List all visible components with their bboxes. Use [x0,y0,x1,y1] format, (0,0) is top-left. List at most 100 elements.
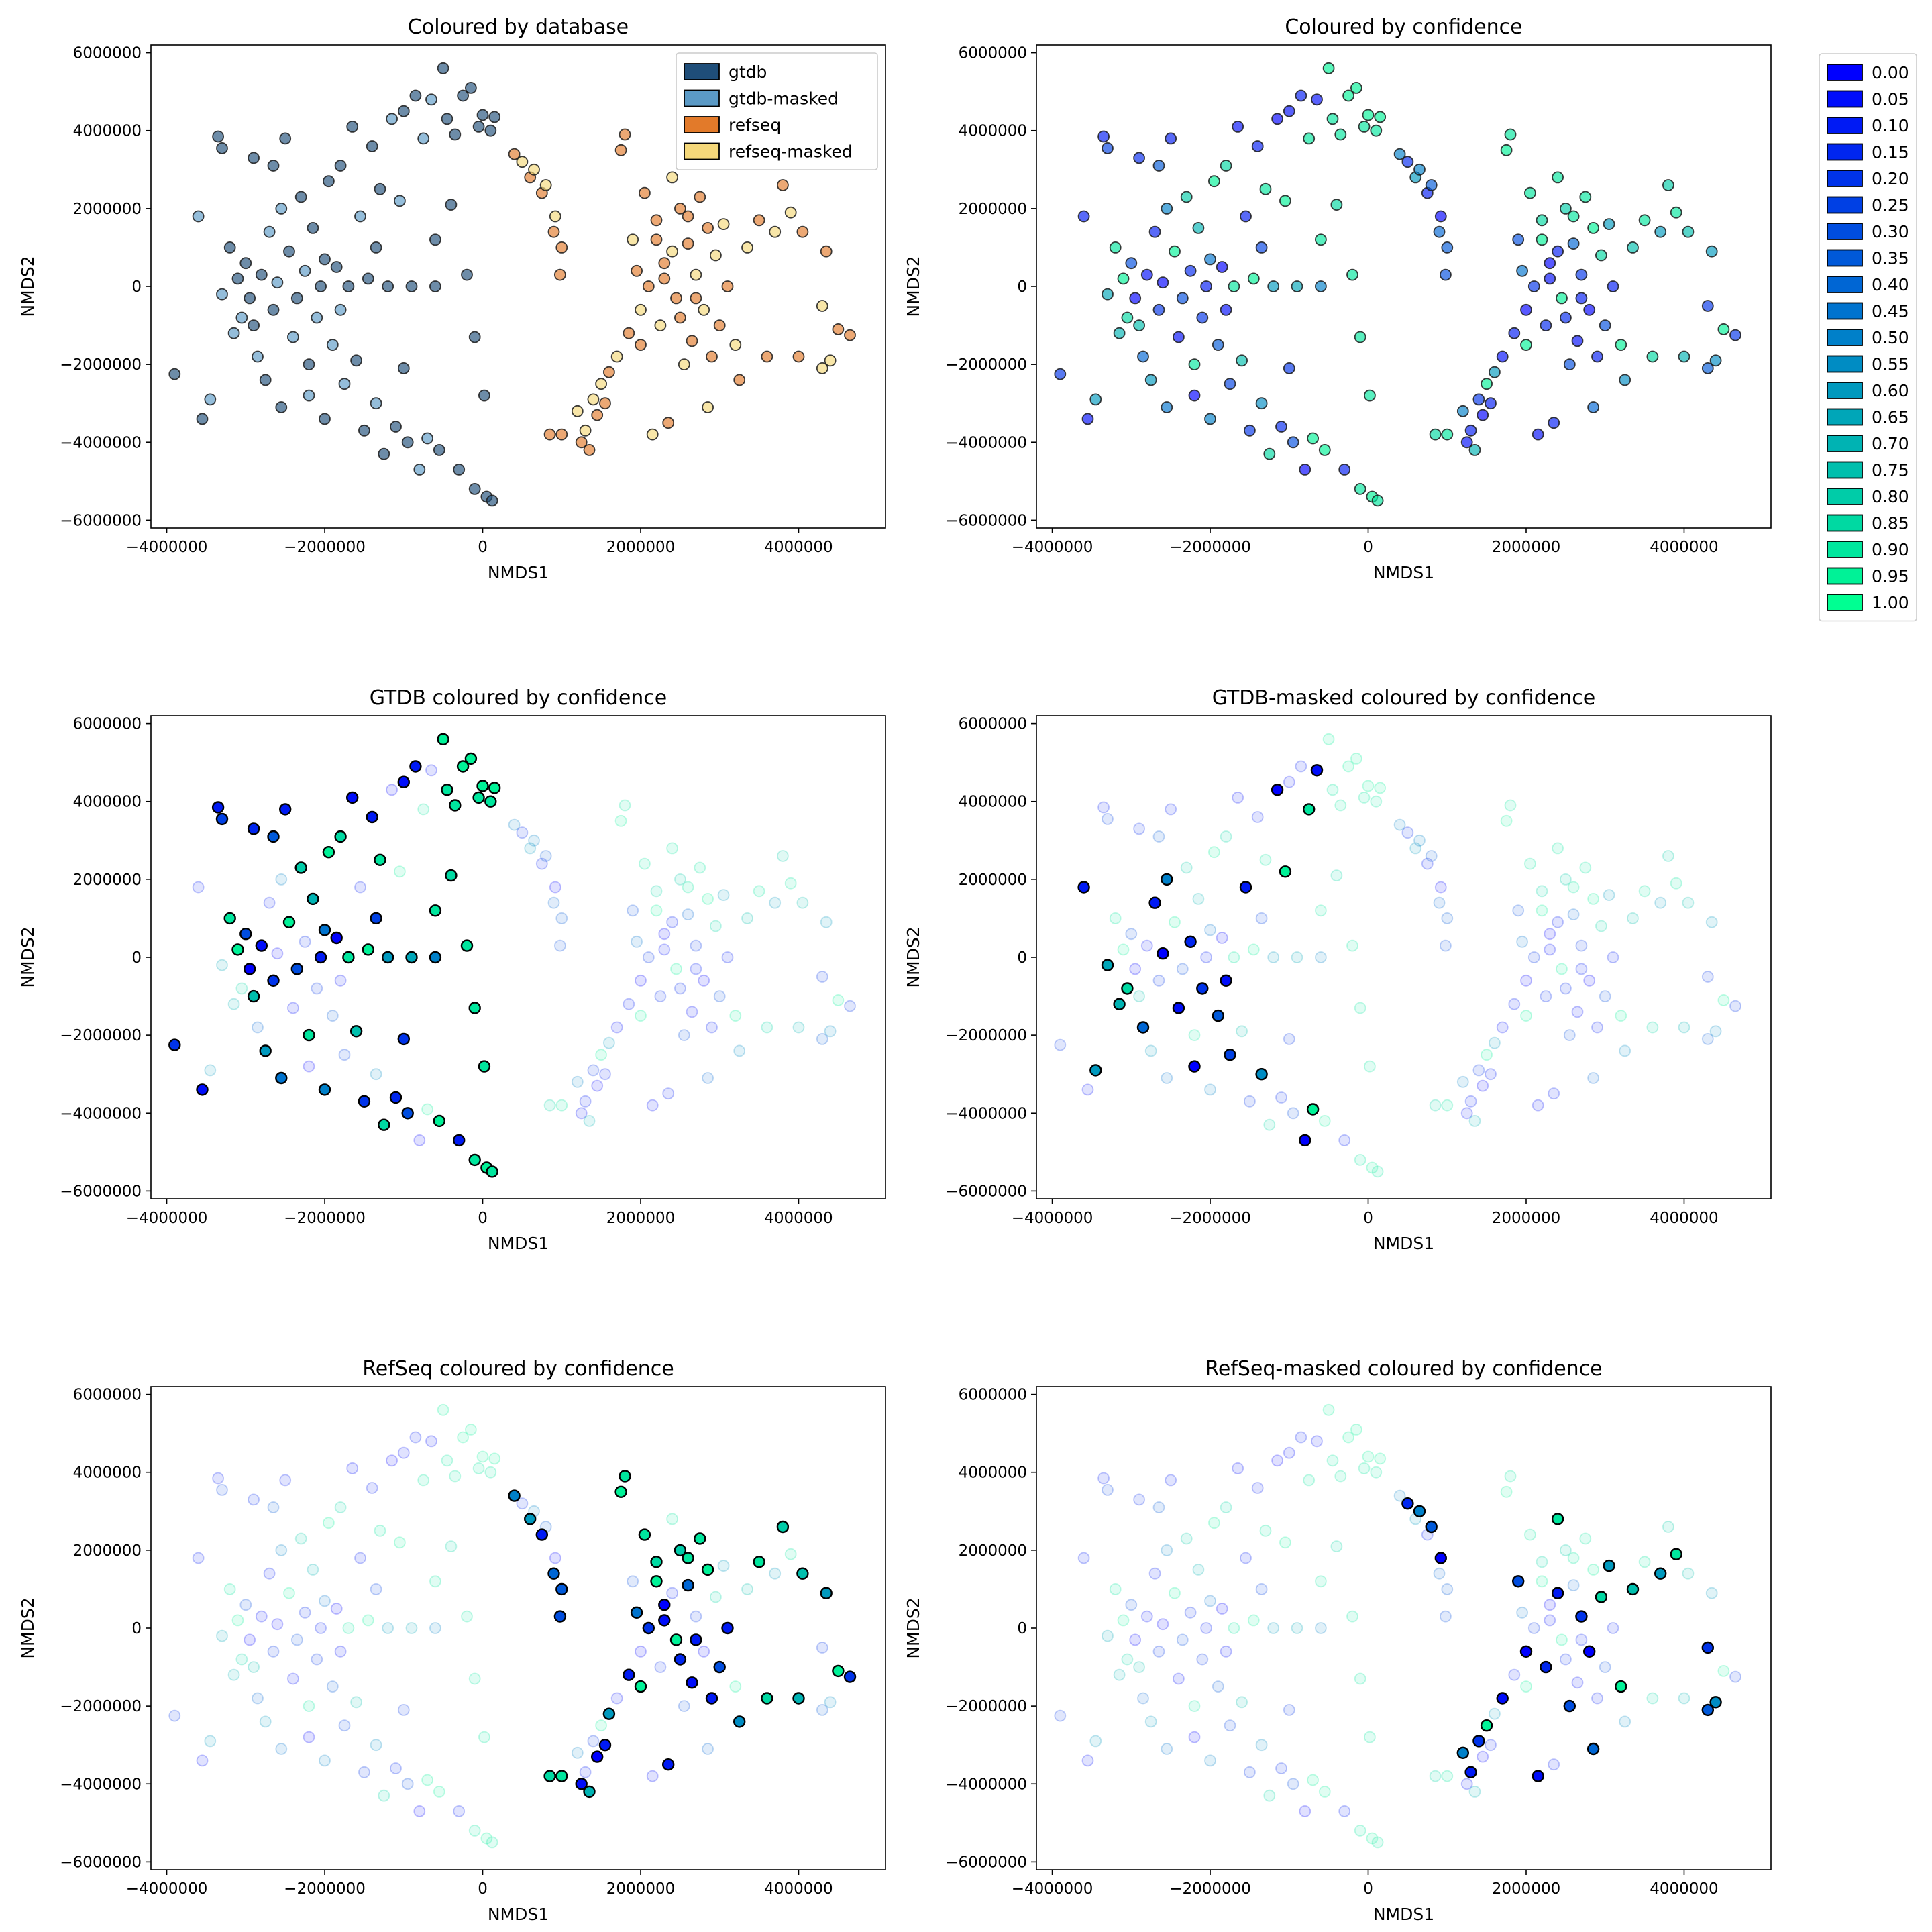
scatter-point [1441,912,1454,924]
scatter-point [362,943,374,956]
x-tick-label: 0 [478,1880,488,1898]
scatter-point [1548,1758,1560,1771]
scatter-point [437,1403,449,1416]
scatter-point [378,1789,390,1802]
scatter-point [690,1633,702,1646]
scatter-point [1338,1805,1351,1817]
scatter-point [216,1629,228,1642]
scatter-point [1109,241,1122,254]
scatter-point [1591,1692,1603,1705]
scatter-point [1220,974,1232,987]
scatter-point [486,494,498,507]
scatter-point [1125,257,1138,270]
scatter-point [1240,210,1252,223]
scatter-point [1626,1582,1640,1596]
scatter-point [441,1454,453,1467]
legend-label: 0.65 [1872,408,1909,427]
scatter-point [619,1470,631,1483]
scatter-point [318,924,331,936]
scatter-point [694,861,706,874]
scatter-point [1504,799,1517,812]
scatter-point [1366,1832,1379,1845]
scatter-point [1701,1033,1714,1045]
scatter-point [1500,1485,1513,1498]
scatter-point [1358,120,1371,133]
scatter-point [769,1567,782,1580]
scatter-point [476,109,489,121]
scatter-point [334,830,347,843]
scatter-point [314,951,327,964]
scatter-point [820,916,833,928]
scatter-point [1358,1462,1371,1474]
scatter-point [1682,896,1695,909]
scatter-point [1374,111,1387,123]
scatter-point [449,1470,462,1483]
scatter-point [1228,280,1240,292]
scatter-point [1109,912,1122,924]
scatter-point [330,931,343,945]
scatter-point [595,1049,607,1061]
scatter-point [1362,780,1375,792]
scatter-point [417,1474,430,1487]
scatter-point [555,241,568,254]
x-axis-label: NMDS1 [488,1234,549,1253]
scatter-point [429,233,441,246]
scatter-point [358,1766,370,1778]
x-tick-label: −4000000 [126,539,208,556]
scatter-point [1413,1505,1426,1518]
scatter-point [472,1462,485,1474]
y-axis-label: NMDS2 [904,1597,923,1658]
scatter-point [816,1642,828,1654]
scatter-point [1439,939,1452,952]
panel-title: GTDB coloured by confidence [370,686,667,710]
scatter-point [484,1466,497,1479]
scatter-point [227,1668,240,1681]
scatter-point [1582,1645,1596,1658]
scatter-point [1212,1680,1224,1693]
scatter-point [666,171,678,184]
scatter-point [342,1622,355,1634]
scatter-point [1113,327,1126,339]
scatter-point [1615,339,1627,351]
scatter-point [1224,378,1236,390]
scatter-point [1267,1622,1280,1634]
panel-2: −4000000 −2000000 0 2000000 4000000 −6000000 −… [904,15,1917,622]
scatter-point [1081,1754,1094,1767]
y-tick-label: 0 [1017,278,1027,296]
x-tick-label: −4000000 [1012,1880,1093,1898]
scatter-point [1165,132,1177,145]
scatter-point [741,912,753,924]
scatter-point [271,276,284,289]
scatter-point [587,1064,600,1077]
scatter-point [575,1778,588,1790]
scatter-point [571,1075,584,1088]
scatter-point [1315,904,1327,917]
scatter-point [370,1739,382,1752]
scatter-point [1236,1696,1248,1709]
scatter-point [1089,1064,1102,1077]
scatter-point [1425,179,1438,191]
scatter-point [820,1587,833,1599]
scatter-point [686,1006,698,1018]
scatter-point [290,292,303,305]
scatter-point [168,1709,181,1722]
scatter-point [1169,1587,1181,1599]
scatter-point [710,249,722,262]
legend-label: 0.85 [1872,514,1909,533]
scatter-point [1188,358,1201,370]
scatter-point [591,1079,604,1092]
scatter-point [1220,160,1232,172]
plot-area [1036,1387,1771,1870]
scatter-point [267,1501,280,1513]
scatter-point [713,319,726,332]
scatter-point [449,128,462,141]
scatter-point [702,221,714,234]
scatter-point [650,904,663,917]
scatter-point [1259,182,1272,195]
scatter-point [362,1614,374,1627]
scatter-point [1567,1552,1580,1564]
legend-label: 0.15 [1872,143,1909,162]
legend-swatch [684,63,720,80]
plot-area [151,1387,885,1870]
